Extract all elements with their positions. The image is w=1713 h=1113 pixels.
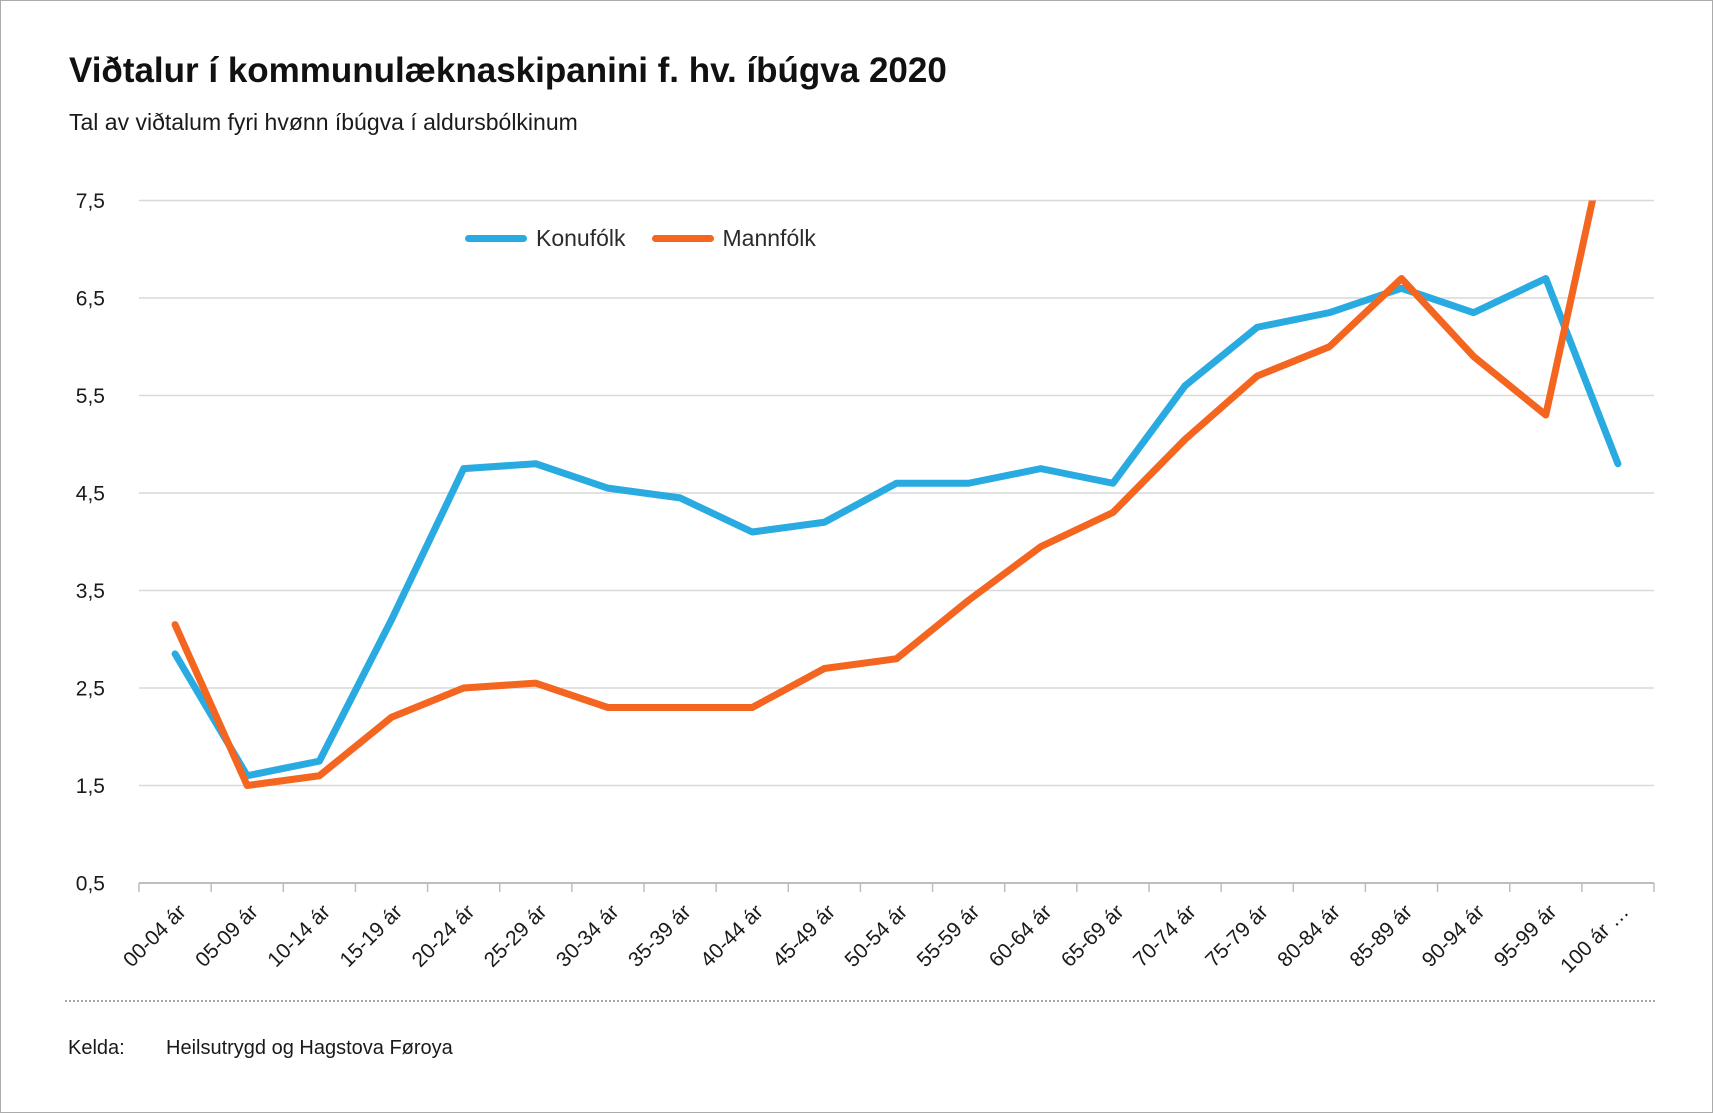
series-line-mannfolk: [171, 200, 1597, 789]
x-tick-label: 95-99 ár: [1490, 900, 1562, 972]
footer-divider: [65, 1000, 1655, 1002]
legend-item-mannfolk: Mannfólk: [651, 225, 816, 252]
y-tick-label: 0,5: [76, 873, 105, 896]
y-tick-label: 6,5: [76, 288, 105, 311]
x-tick-label: 50-54 ár: [840, 900, 912, 972]
x-tick-label: 10-14 ár: [263, 900, 335, 972]
x-tick-label: 100 ár …: [1556, 900, 1633, 977]
y-tick-label: 2,5: [76, 678, 105, 701]
mannfolk-line-swatch: [651, 235, 714, 242]
x-tick-label: 80-84 ár: [1273, 900, 1345, 972]
series-line-konufolk: [171, 275, 1622, 780]
x-tick-label: 75-79 ár: [1201, 900, 1273, 972]
x-tick-label: 60-64 ár: [985, 900, 1057, 972]
source-label: Kelda:: [68, 1037, 125, 1059]
x-tick-label: 40-44 ár: [696, 900, 768, 972]
y-tick-label: 7,5: [76, 190, 105, 213]
y-tick-label: 4,5: [76, 483, 105, 506]
x-tick-label: 15-19 ár: [335, 900, 407, 972]
x-tick-label: 30-34 ár: [552, 900, 624, 972]
legend: Konufólk Mannfólk: [465, 225, 816, 252]
legend-item-konufolk: Konufólk: [465, 225, 626, 252]
y-tick-label: 3,5: [76, 580, 105, 603]
page-subtitle: Tal av viðtalum fyri hvønn íbúgva í aldu…: [69, 109, 578, 135]
x-tick-label: 90-94 ár: [1418, 900, 1490, 972]
source-text: Heilsutrygd og Hagstova Føroya: [166, 1037, 453, 1059]
x-tick-label: 85-89 ár: [1345, 900, 1417, 972]
y-tick-label: 5,5: [76, 385, 105, 408]
konufolk-line-swatch: [465, 235, 527, 242]
x-tick-label: 05-09 ár: [191, 900, 263, 972]
y-tick-label: 1,5: [76, 775, 105, 798]
x-tick-label: 45-49 ár: [768, 900, 840, 972]
x-tick-label: 25-29 ár: [480, 900, 552, 972]
x-tick-label: 55-59 ár: [913, 900, 985, 972]
legend-label-konufolk: Konufólk: [536, 225, 626, 251]
x-tick-label: 00-04 ár: [119, 900, 191, 972]
legend-label-mannfolk: Mannfólk: [722, 225, 816, 251]
x-tick-label: 70-74 ár: [1129, 900, 1201, 972]
x-tick-label: 65-69 ár: [1057, 900, 1129, 972]
x-tick-label: 35-39 ár: [624, 900, 696, 972]
page-title: Viðtalur í kommunulæknaskipanini f. hv. …: [69, 51, 947, 90]
x-tick-label: 20-24 ár: [408, 900, 480, 972]
